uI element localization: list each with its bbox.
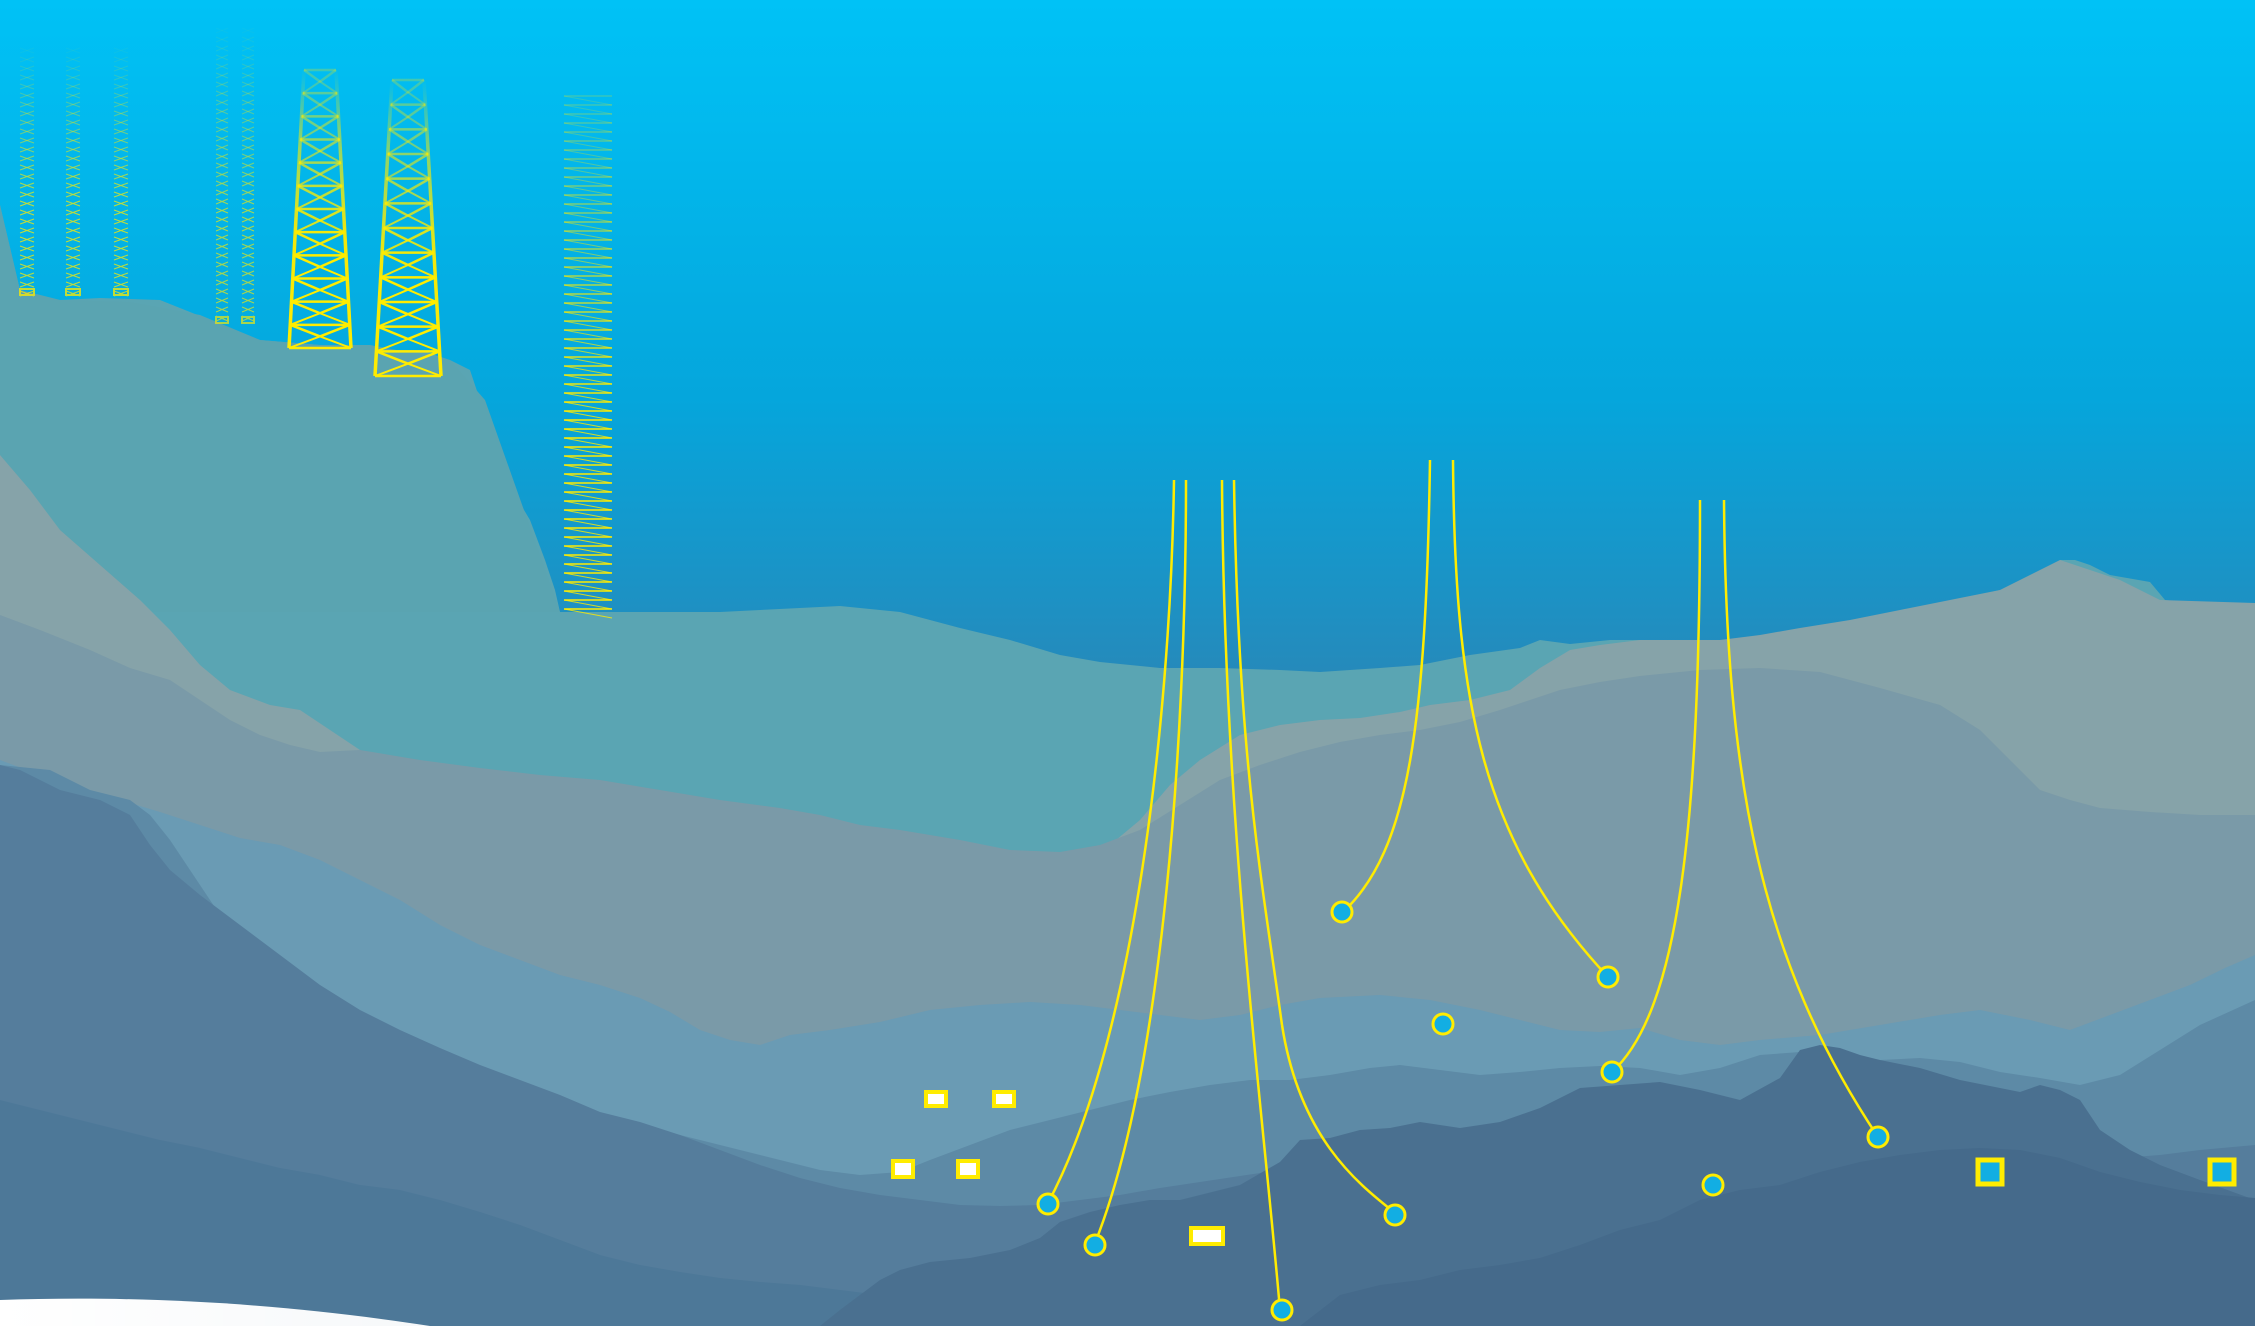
mooring-line	[1611, 499, 1702, 1073]
mooring-line	[1280, 1024, 1396, 1214]
mooring-line	[1342, 459, 1432, 913]
anchor-node	[1036, 1192, 1060, 1216]
fixed-jacket-platform	[65, 40, 81, 297]
seabed-layer-deep-left	[0, 1100, 1255, 1326]
subsea-anchor-box	[2207, 1157, 2237, 1187]
subsea-box	[891, 1159, 915, 1179]
mooring-system	[891, 20, 2224, 1311]
anchor-node	[1083, 1233, 1107, 1257]
fixed-jacket-platform	[19, 40, 35, 297]
fixed-jacket-platform	[287, 68, 353, 350]
anchor-node	[1270, 1298, 1294, 1322]
subsea-box	[1189, 1226, 1225, 1246]
seabed-layer-deepest	[1300, 1148, 2255, 1326]
subsea-box	[924, 1090, 948, 1108]
anchor-node	[1600, 1060, 1624, 1084]
fixed-jacket-platform	[215, 20, 229, 324]
fixed-jacket-platform	[373, 78, 443, 378]
mooring-line	[1046, 479, 1176, 1204]
compliant-tower-platform	[563, 90, 613, 619]
seabed-layer-shelf-body	[0, 205, 560, 612]
anchor-node	[1330, 900, 1354, 924]
subsea-box	[956, 1159, 980, 1179]
seabed-equipment	[891, 900, 2237, 1322]
anchor-node	[1431, 1012, 1455, 1036]
anchor-node	[1701, 1173, 1725, 1197]
subsea-anchor-box	[1975, 1157, 2005, 1187]
anchor-node	[1866, 1125, 1890, 1149]
mooring-line	[1722, 499, 1880, 1138]
platform-group	[19, 20, 613, 619]
mooring-line	[1093, 479, 1188, 1244]
foreground-white-curve	[0, 1298, 430, 1326]
seabed	[0, 205, 2255, 1326]
fixed-jacket-platform	[241, 20, 255, 324]
subsea-box	[992, 1090, 1016, 1108]
anchor-node	[1383, 1203, 1407, 1227]
mooring-line	[1220, 479, 1282, 1311]
mooring-line	[1232, 479, 1284, 1026]
anchor-node	[1596, 965, 1620, 989]
fixed-jacket-platform	[113, 40, 129, 297]
mooring-line	[1451, 459, 1609, 978]
